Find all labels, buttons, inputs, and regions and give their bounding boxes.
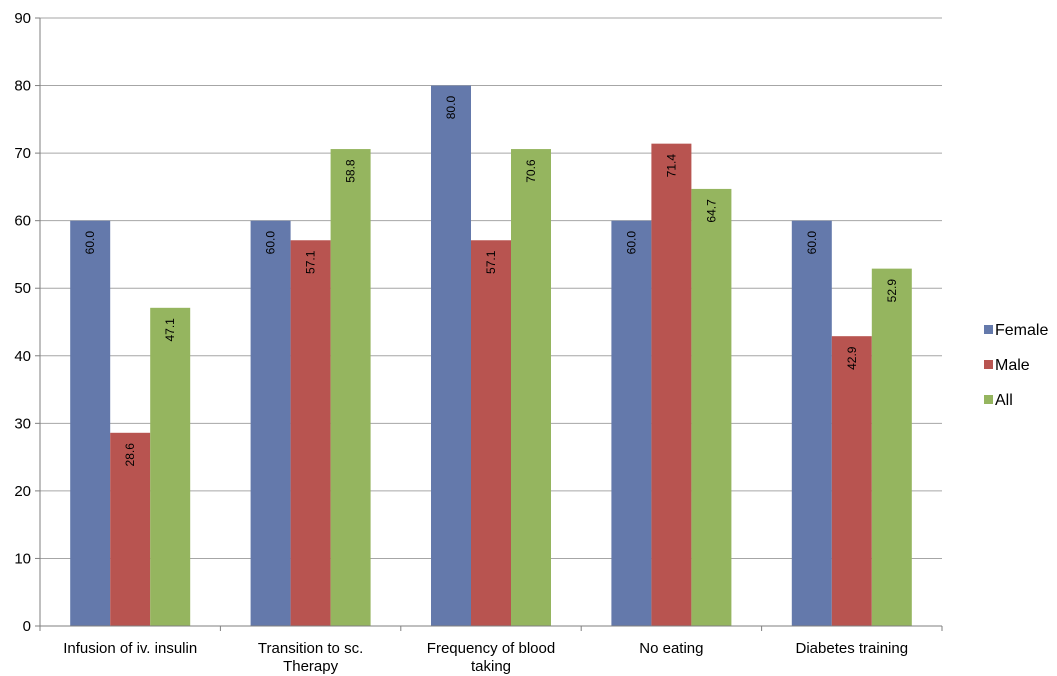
data-label: 28.6 <box>123 443 137 467</box>
bar-all-4 <box>871 268 912 626</box>
y-tick-label: 0 <box>23 618 31 635</box>
y-tick-label: 70 <box>14 145 31 162</box>
legend-swatch-all <box>984 395 993 404</box>
x-category-label: No eating <box>639 640 703 657</box>
y-tick-label: 30 <box>14 415 31 432</box>
x-category-label: Frequency of blood <box>427 640 555 657</box>
x-category-label: Infusion of iv. insulin <box>63 640 197 657</box>
data-label: 70.6 <box>524 159 538 183</box>
bar-all-2 <box>511 149 551 626</box>
y-tick-label: 80 <box>14 78 31 95</box>
data-label: 60.0 <box>264 231 278 255</box>
data-label: 60.0 <box>624 231 638 255</box>
bar-female-1 <box>250 220 291 626</box>
x-axis: Infusion of iv. insulin Transition to sc.… <box>39 625 943 675</box>
data-label: 64.7 <box>704 199 718 223</box>
legend-swatch-female <box>984 325 993 334</box>
y-tick-label: 90 <box>14 10 31 27</box>
legend-swatch-male <box>984 360 993 369</box>
data-label: 57.1 <box>304 250 318 274</box>
y-axis: 0 10 20 30 40 50 60 70 80 90 <box>14 10 41 635</box>
bar-all-0 <box>150 307 191 626</box>
data-label: 58.8 <box>344 159 358 183</box>
bar-female-3 <box>611 220 652 626</box>
bar-male-0 <box>110 432 151 626</box>
y-tick-label: 50 <box>14 280 31 297</box>
bar-female-2 <box>431 85 471 627</box>
x-category-label: Transition to sc. <box>258 640 363 657</box>
data-label: 42.9 <box>845 346 859 370</box>
data-label: 52.9 <box>885 279 899 303</box>
bar-male-3 <box>651 143 692 627</box>
legend-label-female: Female <box>995 322 1048 339</box>
data-label: 80.0 <box>444 96 458 120</box>
y-tick-label: 20 <box>14 483 31 500</box>
x-category-label: Therapy <box>283 658 339 675</box>
bar-male-2 <box>471 240 511 626</box>
x-category-label: Diabetes training <box>796 640 909 657</box>
bar-all-3 <box>691 188 732 626</box>
data-label: 60.0 <box>83 231 97 255</box>
bar-female-4 <box>791 220 832 626</box>
bar-male-4 <box>831 336 872 626</box>
data-label: 57.1 <box>484 250 498 274</box>
data-label: 60.0 <box>805 231 819 255</box>
x-category-label: taking <box>471 658 511 675</box>
legend-label-all: All <box>995 392 1013 409</box>
y-tick-label: 40 <box>14 348 31 365</box>
bar-male-1 <box>290 240 331 626</box>
bar-all-1 <box>330 149 371 626</box>
legend-label-male: Male <box>995 357 1030 374</box>
data-label: 47.1 <box>163 318 177 342</box>
bars: 60.0 60.0 80.0 60.0 60.0 28.6 57.1 57.1 71.4 42.9… <box>70 85 912 627</box>
y-tick-label: 60 <box>14 213 31 230</box>
y-tick-label: 10 <box>14 550 31 567</box>
bar-female-0 <box>70 220 111 626</box>
legend: Female Male All <box>984 322 1048 409</box>
data-label: 71.4 <box>664 154 678 178</box>
